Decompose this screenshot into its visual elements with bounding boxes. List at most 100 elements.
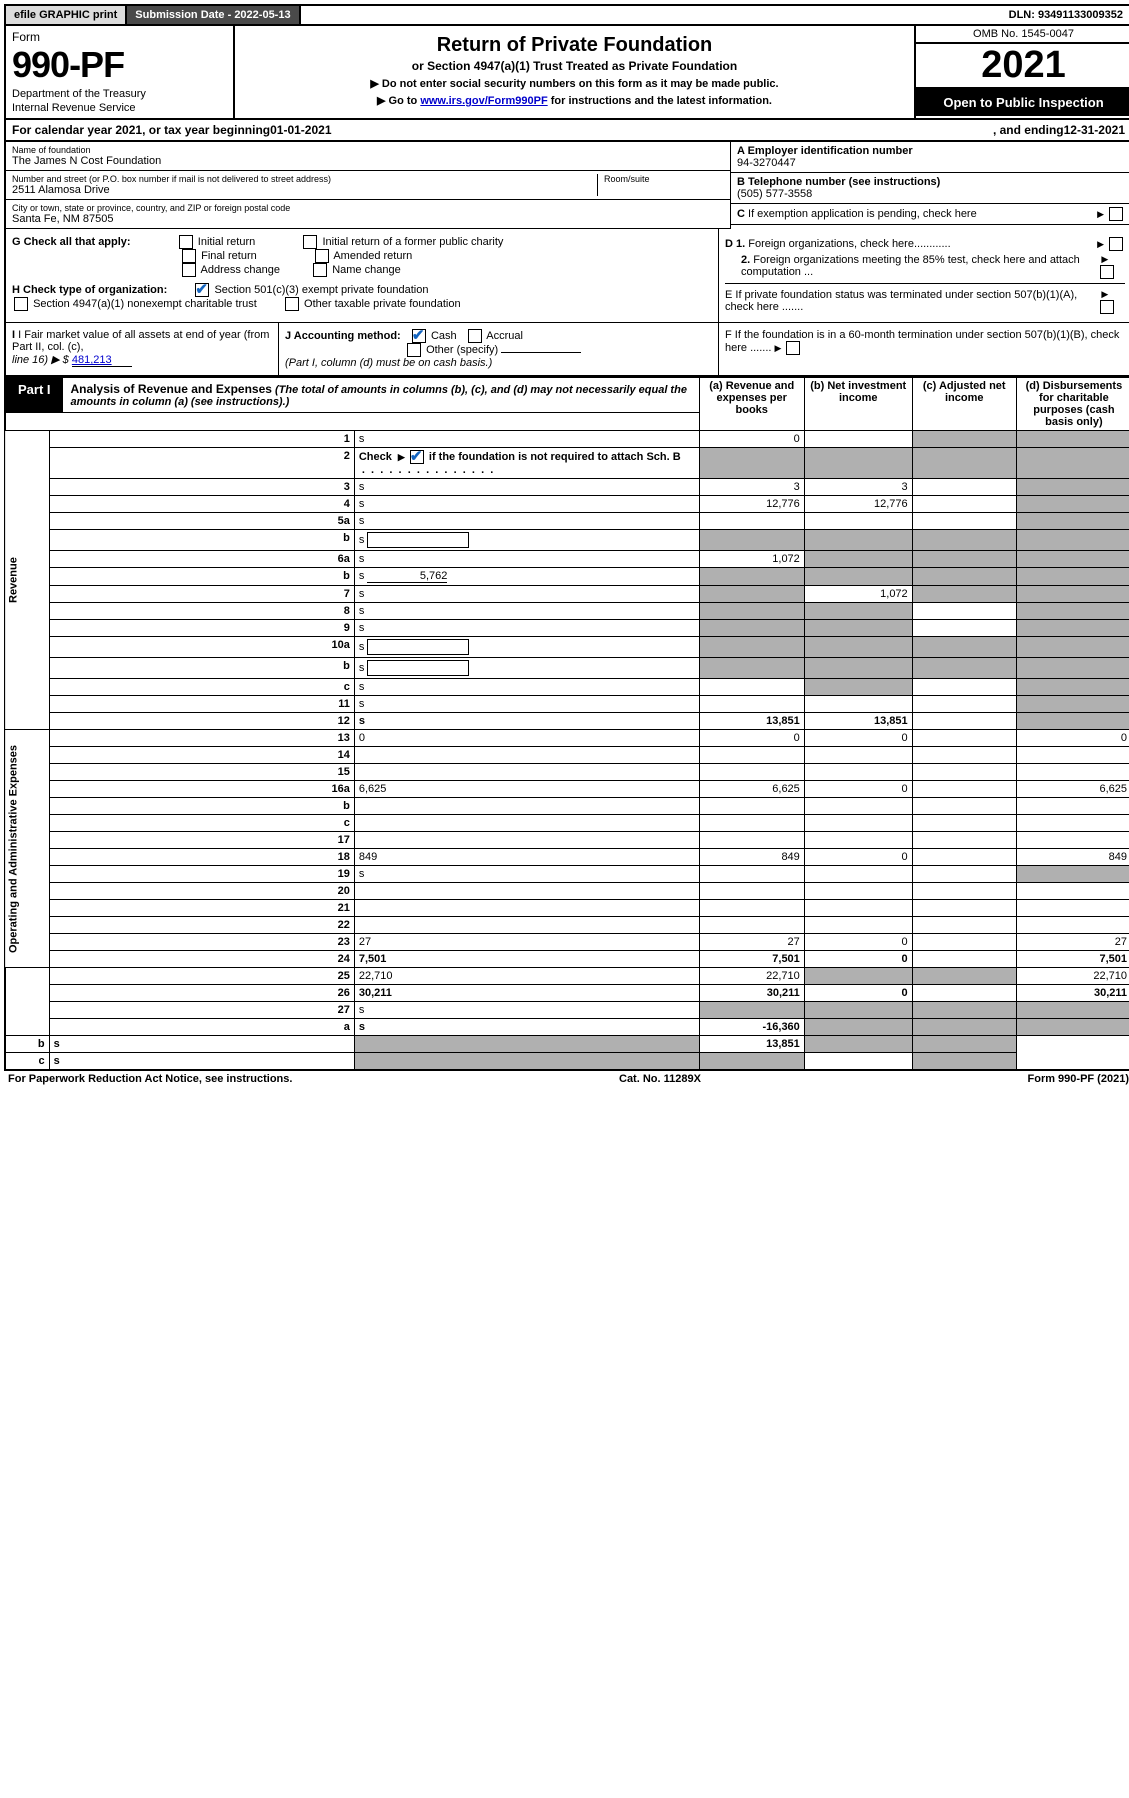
line-number: 1: [49, 431, 354, 448]
line-number: c: [49, 815, 354, 832]
h-501c3[interactable]: [195, 283, 209, 297]
line-number: b: [49, 798, 354, 815]
cell-c: [912, 431, 1016, 448]
cell-d: [912, 1036, 1016, 1053]
line-number: b: [49, 568, 354, 586]
line-number: 26: [49, 985, 354, 1002]
cell-b: 0: [804, 951, 912, 968]
cell-b: [804, 603, 912, 620]
cell-c: [912, 951, 1016, 968]
line-number: 18: [49, 849, 354, 866]
irs-link[interactable]: www.irs.gov/Form990PF: [420, 95, 547, 107]
line-number: 6a: [49, 551, 354, 568]
cell-c: [912, 900, 1016, 917]
cell-a: [699, 883, 804, 900]
cell-a: -16,360: [699, 1019, 804, 1036]
cell-b: [804, 1002, 912, 1019]
cell-b: [804, 900, 912, 917]
cell-c: [912, 713, 1016, 730]
j-accrual[interactable]: [468, 329, 482, 343]
cell-a: [699, 530, 804, 551]
cell-c: [912, 696, 1016, 713]
g-initial-former[interactable]: [303, 235, 317, 249]
e-label: E If private foundation status was termi…: [725, 289, 1098, 313]
g-amended[interactable]: [315, 249, 329, 263]
cell-b: [804, 1019, 912, 1036]
revenue-side-label: Revenue: [5, 431, 49, 730]
col-d-header: (d) Disbursements for charitable purpose…: [1016, 378, 1129, 431]
cell-a: 22,710: [699, 968, 804, 985]
line-description: s: [354, 866, 699, 883]
efile-print-button[interactable]: efile GRAPHIC print: [6, 6, 127, 24]
form-header: Form 990-PF Department of the Treasury I…: [4, 26, 1129, 120]
g-name-change[interactable]: [313, 263, 327, 277]
cell-b: 12,776: [804, 496, 912, 513]
cell-b: [804, 815, 912, 832]
g-address-change[interactable]: [182, 263, 196, 277]
cell-b: 13,851: [804, 713, 912, 730]
e-checkbox[interactable]: [1100, 300, 1114, 314]
schb-checkbox[interactable]: [410, 450, 424, 464]
g-initial-return[interactable]: [179, 235, 193, 249]
line-number: 11: [49, 696, 354, 713]
cell-a: 13,851: [699, 713, 804, 730]
cell-d: [1016, 637, 1129, 658]
cell-c: [912, 603, 1016, 620]
d1-label: Foreign organizations, check here.......…: [748, 238, 950, 250]
d1-checkbox[interactable]: [1109, 237, 1123, 251]
line-description: s: [354, 479, 699, 496]
cell-d: [1016, 1002, 1129, 1019]
cell-b: [804, 551, 912, 568]
line-description: s: [354, 586, 699, 603]
col-b-header: (b) Net investment income: [804, 378, 912, 431]
form-title: Return of Private Foundation: [245, 34, 904, 57]
irs-label: Internal Revenue Service: [12, 102, 227, 114]
calendar-year-row: For calendar year 2021, or tax year begi…: [4, 120, 1129, 142]
cell-a: [699, 815, 804, 832]
line-description: s: [354, 1002, 699, 1019]
j-cash[interactable]: [412, 329, 426, 343]
cell-a: [699, 603, 804, 620]
d2-checkbox[interactable]: [1100, 265, 1114, 279]
cell-a: [699, 568, 804, 586]
cell-a: [699, 696, 804, 713]
cell-c: [912, 883, 1016, 900]
h-other-taxable[interactable]: [285, 297, 299, 311]
cell-d: [1016, 883, 1129, 900]
line-description: s: [354, 713, 699, 730]
line-description: [354, 798, 699, 815]
line-number: 10a: [49, 637, 354, 658]
cell-c: [912, 968, 1016, 985]
omb-number: OMB No. 1545-0047: [916, 26, 1129, 44]
line-number: 15: [49, 764, 354, 781]
form-subtitle: or Section 4947(a)(1) Trust Treated as P…: [245, 59, 904, 73]
line-number: 17: [49, 832, 354, 849]
cell-d: [1016, 917, 1129, 934]
cell-a: 849: [699, 849, 804, 866]
c-checkbox[interactable]: [1109, 207, 1123, 221]
city-state-zip: Santa Fe, NM 87505: [12, 213, 724, 225]
cell-b: 0: [804, 730, 912, 747]
line-description: [354, 917, 699, 934]
f-checkbox[interactable]: [786, 341, 800, 355]
cell-b: [804, 764, 912, 781]
dln: DLN: 93491133009352: [1001, 6, 1129, 24]
footer-mid: Cat. No. 11289X: [619, 1073, 701, 1085]
cell-d: [1016, 815, 1129, 832]
line-number: 20: [49, 883, 354, 900]
cell-a: [699, 658, 804, 679]
g-final-return[interactable]: [182, 249, 196, 263]
cell-a: 3: [699, 479, 804, 496]
line-description: 849: [354, 849, 699, 866]
top-bar: efile GRAPHIC print Submission Date - 20…: [4, 4, 1129, 26]
line-number: 27: [49, 1002, 354, 1019]
j-other[interactable]: [407, 343, 421, 357]
part1-table: Part I Analysis of Revenue and Expenses …: [4, 377, 1129, 1071]
line-number: 22: [49, 917, 354, 934]
h-4947[interactable]: [14, 297, 28, 311]
fmv-link[interactable]: 481,213: [72, 354, 132, 367]
line-description: s: [49, 1053, 354, 1071]
cell-c: [912, 985, 1016, 1002]
line-number: 12: [49, 713, 354, 730]
j-section: J Accounting method: Cash Accrual Other …: [278, 323, 718, 375]
